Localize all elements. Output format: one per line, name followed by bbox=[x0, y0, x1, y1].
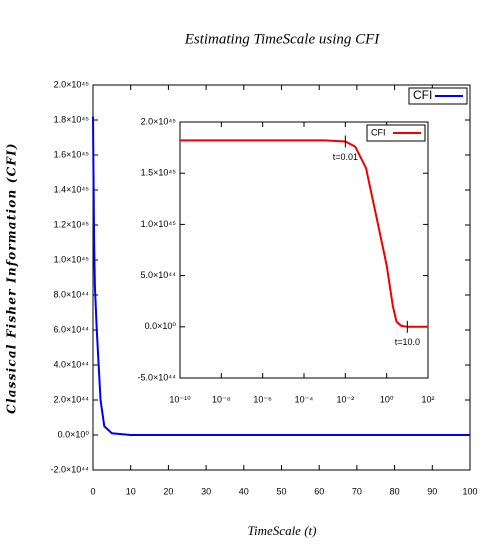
annotation: t=0.01 bbox=[333, 152, 358, 162]
data-line bbox=[180, 139, 428, 328]
x-tick-label: 10⁰ bbox=[380, 394, 394, 404]
x-tick-label: 80 bbox=[390, 486, 400, 496]
y-axis-label: Classical Fisher Information (CFI) bbox=[5, 142, 19, 414]
x-tick-label: 10 bbox=[126, 486, 136, 496]
plot-frame bbox=[179, 121, 429, 379]
legend-label: CFI bbox=[371, 127, 386, 137]
y-tick-label: 2.0×10⁴⁵ bbox=[54, 79, 90, 89]
x-tick-label: 50 bbox=[276, 486, 286, 496]
y-tick-label: 2.0×10⁴⁴ bbox=[53, 394, 89, 404]
y-tick-label: 0.0×10⁰ bbox=[145, 321, 177, 331]
y-tick-label: 0.0×10⁰ bbox=[58, 429, 90, 439]
x-tick-label: 10⁻⁴ bbox=[295, 394, 314, 404]
annotation: t=10.0 bbox=[395, 337, 420, 347]
x-tick-label: 10⁻⁶ bbox=[253, 394, 272, 404]
x-tick-label: 70 bbox=[352, 486, 362, 496]
x-tick-label: 10⁻⁸ bbox=[212, 394, 231, 404]
x-tick-label: 10² bbox=[421, 394, 434, 404]
chart-title: Estimating TimeScale using CFI bbox=[184, 31, 381, 47]
legend-label: CFI bbox=[413, 88, 432, 102]
y-tick-label: 1.0×10⁴⁵ bbox=[54, 254, 90, 264]
x-tick-label: 20 bbox=[163, 486, 173, 496]
y-tick-label: 8.0×10⁴⁴ bbox=[53, 289, 89, 299]
y-tick-label: 1.2×10⁴⁵ bbox=[54, 219, 90, 229]
y-tick-label: 1.6×10⁴⁵ bbox=[54, 149, 90, 159]
x-tick-label: 10⁻¹⁰ bbox=[169, 394, 191, 404]
y-tick-label: 2.0×10⁴⁵ bbox=[141, 116, 177, 126]
y-tick-label: 1.0×10⁴⁵ bbox=[141, 219, 177, 229]
x-tick-label: 60 bbox=[314, 486, 324, 496]
y-tick-label: 1.5×10⁴⁵ bbox=[141, 168, 177, 178]
y-tick-label: -2.0×10⁴⁴ bbox=[50, 464, 89, 474]
x-tick-label: 30 bbox=[201, 486, 211, 496]
data-line bbox=[92, 116, 470, 436]
x-axis-label: TimeScale (t) bbox=[248, 523, 317, 538]
y-tick-label: 1.8×10⁴⁵ bbox=[54, 114, 90, 124]
y-tick-label: 5.0×10⁴⁴ bbox=[140, 270, 176, 280]
x-tick-label: 10⁻² bbox=[336, 394, 354, 404]
x-tick-label: 0 bbox=[90, 486, 95, 496]
y-tick-label: -5.0×10⁴⁴ bbox=[137, 372, 176, 382]
y-tick-label: 1.4×10⁴⁵ bbox=[54, 184, 90, 194]
x-tick-label: 90 bbox=[427, 486, 437, 496]
x-tick-label: 100 bbox=[462, 486, 477, 496]
y-tick-label: 6.0×10⁴⁴ bbox=[53, 324, 89, 334]
y-tick-label: 4.0×10⁴⁴ bbox=[53, 359, 89, 369]
x-tick-label: 40 bbox=[239, 486, 249, 496]
